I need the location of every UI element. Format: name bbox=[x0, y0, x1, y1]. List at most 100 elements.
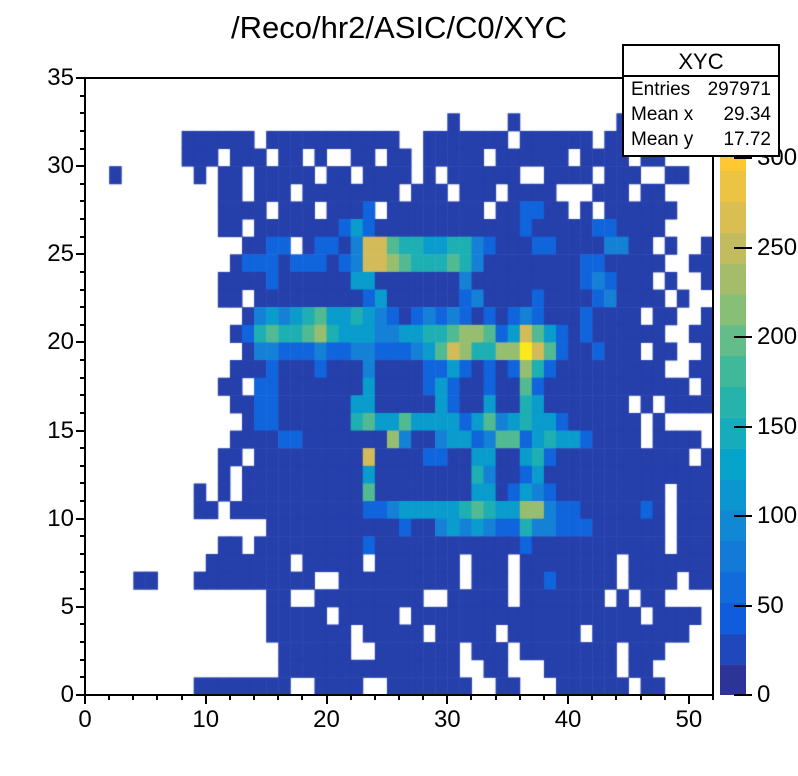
x-minor-tick bbox=[349, 695, 352, 700]
stats-value: 17.72 bbox=[723, 129, 771, 151]
y-minor-tick bbox=[80, 306, 85, 309]
y-minor-tick bbox=[80, 588, 85, 591]
page-title: /Reco/hr2/ASIC/C0/XYC bbox=[231, 10, 567, 45]
y-minor-tick bbox=[80, 658, 85, 661]
x-minor-tick bbox=[108, 695, 111, 700]
y-axis-label: 10 bbox=[47, 504, 74, 532]
stats-rows: Entries 297971 Mean x 29.34 Mean y 17.72 bbox=[624, 77, 778, 153]
stats-box: XYC Entries 297971 Mean x 29.34 Mean y 1… bbox=[622, 44, 780, 157]
colorbar-label: 100 bbox=[757, 502, 798, 530]
x-axis-label: 50 bbox=[675, 706, 703, 733]
x-minor-tick bbox=[591, 695, 594, 700]
x-axis-label: 40 bbox=[554, 706, 582, 733]
y-minor-tick bbox=[80, 394, 85, 397]
colorbar-tick bbox=[734, 425, 752, 428]
colorbar-label: 250 bbox=[757, 233, 798, 261]
y-major-tick bbox=[76, 429, 85, 432]
colorbar-canvas bbox=[720, 78, 746, 695]
y-major-tick bbox=[76, 605, 85, 608]
x-axis-label: 20 bbox=[313, 706, 340, 733]
y-minor-tick bbox=[80, 641, 85, 644]
x-minor-tick bbox=[615, 695, 618, 700]
colorbar-label: 50 bbox=[757, 591, 784, 619]
y-minor-tick bbox=[80, 464, 85, 467]
colorbar-label: 200 bbox=[757, 323, 798, 351]
stats-row: Entries 297971 bbox=[631, 78, 771, 102]
x-minor-tick bbox=[277, 695, 280, 700]
y-minor-tick bbox=[80, 200, 85, 203]
y-major-tick bbox=[76, 165, 85, 168]
x-axis-label: 0 bbox=[78, 706, 92, 733]
y-minor-tick bbox=[80, 94, 85, 97]
y-minor-tick bbox=[80, 676, 85, 679]
stats-row: Mean x 29.34 bbox=[631, 103, 771, 127]
y-major-tick bbox=[76, 341, 85, 344]
x-axis-label: 30 bbox=[433, 706, 461, 733]
y-minor-tick bbox=[80, 288, 85, 291]
x-minor-tick bbox=[422, 695, 425, 700]
y-minor-tick bbox=[80, 129, 85, 132]
stats-box-title: XYC bbox=[624, 46, 778, 77]
x-minor-tick bbox=[301, 695, 304, 700]
x-minor-tick bbox=[494, 695, 497, 700]
y-axis-label: 0 bbox=[60, 681, 74, 708]
x-minor-tick bbox=[639, 695, 642, 700]
stats-label: Mean y bbox=[631, 129, 694, 151]
x-minor-tick bbox=[373, 695, 376, 700]
x-major-tick bbox=[84, 695, 86, 704]
stats-label: Mean x bbox=[631, 103, 694, 125]
x-minor-tick bbox=[470, 695, 473, 700]
colorbar-tick bbox=[734, 336, 752, 339]
x-minor-tick bbox=[518, 695, 521, 700]
x-minor-tick bbox=[132, 695, 135, 700]
y-minor-tick bbox=[80, 323, 85, 326]
x-major-tick bbox=[567, 695, 570, 704]
y-minor-tick bbox=[80, 447, 85, 450]
heatmap-canvas bbox=[85, 78, 713, 695]
colorbar-tick bbox=[734, 246, 752, 249]
x-minor-tick bbox=[156, 695, 159, 700]
y-major-tick bbox=[76, 77, 85, 79]
x-minor-tick bbox=[398, 695, 400, 700]
x-minor-tick bbox=[180, 695, 183, 700]
y-minor-tick bbox=[80, 500, 85, 503]
y-minor-tick bbox=[80, 535, 85, 538]
y-minor-tick bbox=[80, 482, 85, 485]
y-minor-tick bbox=[80, 359, 85, 362]
colorbar-label: 150 bbox=[757, 412, 798, 440]
y-minor-tick bbox=[80, 112, 85, 115]
x-major-tick bbox=[446, 695, 449, 704]
colorbar-tick bbox=[734, 515, 752, 518]
y-minor-tick bbox=[80, 182, 85, 185]
y-minor-tick bbox=[80, 218, 85, 221]
y-minor-tick bbox=[80, 147, 85, 150]
colorbar-tick bbox=[734, 604, 752, 607]
y-minor-tick bbox=[80, 623, 85, 626]
y-axis-label: 25 bbox=[47, 240, 74, 268]
y-minor-tick bbox=[80, 235, 85, 238]
x-axis-label: 10 bbox=[192, 706, 220, 733]
colorbar-tick bbox=[734, 694, 752, 696]
x-minor-tick bbox=[253, 695, 256, 700]
y-minor-tick bbox=[80, 570, 85, 573]
y-major-tick bbox=[76, 253, 85, 256]
y-axis-label: 30 bbox=[47, 152, 74, 180]
y-axis-label: 20 bbox=[47, 328, 74, 356]
y-axis-label: 5 bbox=[60, 592, 74, 620]
x-minor-tick bbox=[712, 695, 714, 700]
stats-row: Mean y 17.72 bbox=[631, 128, 771, 152]
x-major-tick bbox=[325, 695, 328, 704]
stats-label: Entries bbox=[631, 78, 691, 100]
y-axis-label: 35 bbox=[47, 64, 74, 91]
x-major-tick bbox=[204, 695, 207, 704]
y-minor-tick bbox=[80, 270, 85, 273]
y-axis-label: 15 bbox=[47, 416, 74, 444]
y-major-tick bbox=[76, 694, 85, 696]
stats-value: 29.34 bbox=[723, 103, 771, 125]
y-minor-tick bbox=[80, 376, 85, 379]
y-major-tick bbox=[76, 517, 85, 520]
x-minor-tick bbox=[542, 695, 545, 700]
x-minor-tick bbox=[228, 695, 231, 700]
y-minor-tick bbox=[80, 552, 85, 555]
